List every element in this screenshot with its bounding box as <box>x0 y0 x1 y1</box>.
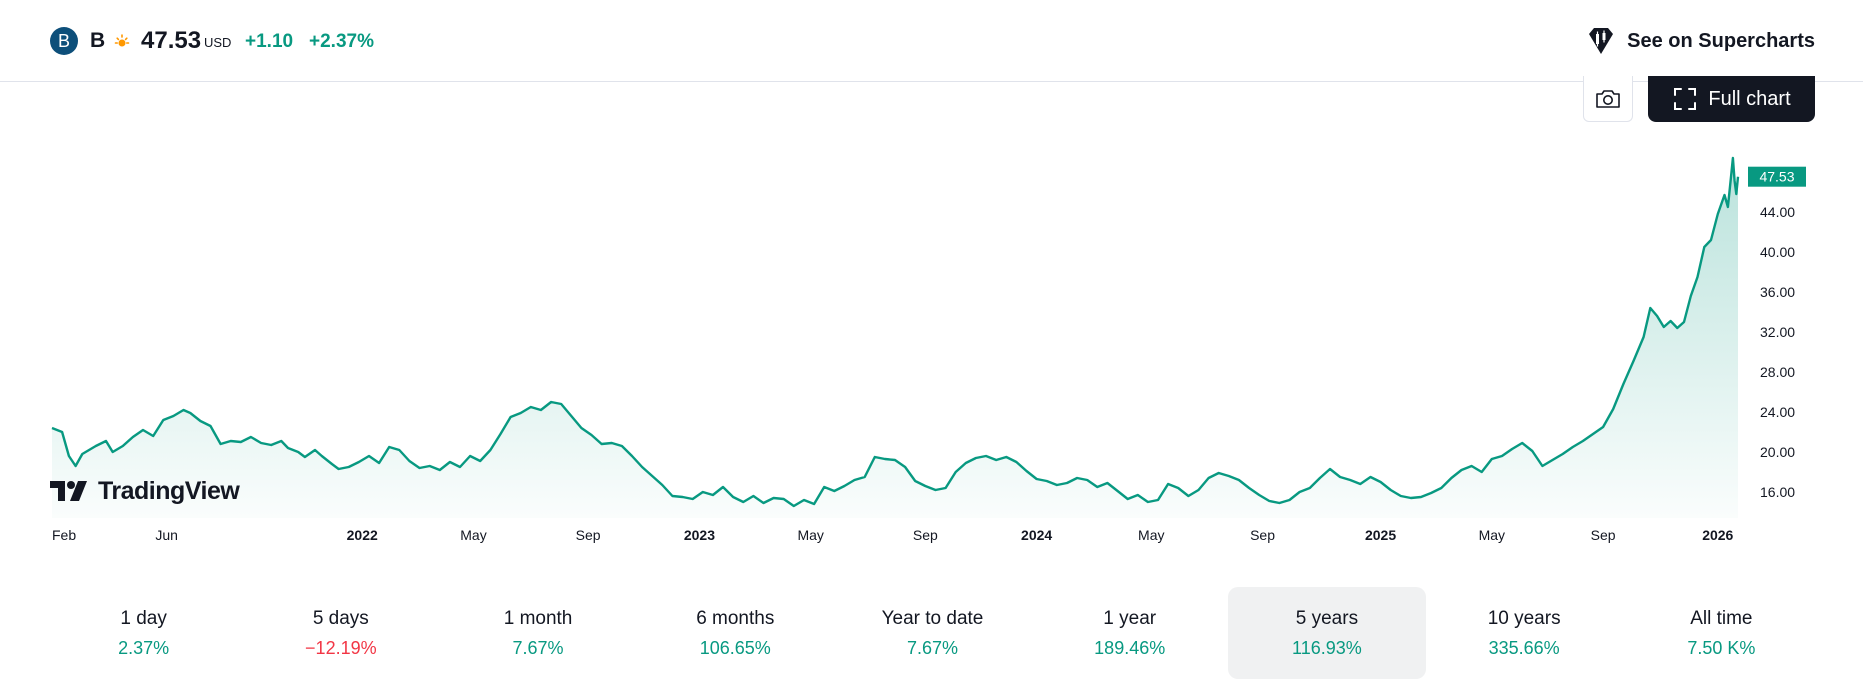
y-tick-label: 16.00 <box>1760 484 1795 500</box>
full-chart-button[interactable]: Full chart <box>1648 76 1815 122</box>
x-axis: Feb Jun 2022 May Sep 2023 May Sep 2024 May Sep 2025… <box>52 527 1734 543</box>
currency-label: USD <box>204 35 232 50</box>
symbol-name[interactable]: B <box>90 29 106 52</box>
period-return: 7.67% <box>906 638 958 658</box>
x-tick-label: 2026 <box>1702 527 1733 543</box>
period-tab[interactable]: 1 day 2.37% <box>45 587 242 679</box>
x-tick-label: May <box>1138 527 1164 543</box>
x-tick-label: 2025 <box>1365 527 1396 543</box>
period-tab[interactable]: All time 7.50 K% <box>1623 587 1820 679</box>
y-tick-label: 32.00 <box>1760 324 1795 340</box>
period-label: 1 month <box>503 608 573 629</box>
x-tick-label: Sep <box>1250 527 1275 543</box>
see-on-supercharts-link[interactable]: See on Supercharts <box>1585 24 1815 58</box>
period-return: 189.46% <box>1094 638 1166 658</box>
full-chart-label: Full chart <box>1708 88 1791 110</box>
y-axis: 16.00 20.00 24.00 28.00 32.00 36.00 40.00 44.00 <box>1760 204 1795 500</box>
x-tick-label: Sep <box>1591 527 1616 543</box>
x-tick-label: Jun <box>155 527 178 543</box>
period-label: 6 months <box>696 608 775 629</box>
last-price-box <box>1748 166 1806 187</box>
period-label: Year to date <box>881 608 984 629</box>
price-change-absolute: +1.10 <box>245 31 294 52</box>
tradingview-logo[interactable]: TradingView <box>50 474 240 508</box>
period-return: 335.66% <box>1488 638 1560 658</box>
camera-icon <box>1596 89 1620 108</box>
period-return: 2.37% <box>118 638 170 658</box>
x-tick-label: May <box>1479 527 1505 543</box>
symbol-header: B B 47.53 USD +1.10 +2.37% See on Superc… <box>0 0 1863 82</box>
period-tab[interactable]: 1 year 189.46% <box>1031 587 1228 679</box>
period-return: 7.67% <box>512 638 564 658</box>
pre-market-sun-icon <box>114 34 130 47</box>
period-return: −12.19% <box>305 638 377 658</box>
period-label: 1 day <box>120 608 167 629</box>
period-tab[interactable]: 5 days −12.19% <box>242 587 439 679</box>
tradingview-label: TradingView <box>98 477 240 505</box>
snapshot-button[interactable] <box>1583 76 1633 122</box>
y-tick-label: 36.00 <box>1760 284 1795 300</box>
x-tick-label: Sep <box>913 527 938 543</box>
y-tick-label: 40.00 <box>1760 244 1795 260</box>
period-tab[interactable]: Year to date 7.67% <box>834 587 1031 679</box>
price-area-fill <box>52 158 1738 518</box>
price-line <box>51 156 1740 508</box>
period-label: 5 days <box>312 608 369 629</box>
x-tick-label: May <box>797 527 823 543</box>
y-tick-label: 44.00 <box>1760 204 1795 220</box>
tradingview-logo-icon <box>50 481 87 501</box>
x-tick-label: 2022 <box>347 527 378 543</box>
y-tick-label: 20.00 <box>1760 444 1795 460</box>
last-price-label: 47.53 <box>1759 169 1794 185</box>
x-tick-label: 2024 <box>1021 527 1052 543</box>
y-tick-label: 28.00 <box>1760 364 1795 380</box>
supercharts-label: See on Supercharts <box>1627 30 1815 52</box>
y-tick-label: 24.00 <box>1760 404 1795 420</box>
last-price: 47.53 <box>141 27 202 54</box>
price-change-percent: +2.37% <box>309 31 374 52</box>
fullscreen-icon <box>1674 88 1697 110</box>
period-tab[interactable]: 1 month 7.67% <box>439 587 636 679</box>
period-tab[interactable]: 6 months 106.65% <box>637 587 834 679</box>
symbol-logo[interactable]: B <box>50 27 78 55</box>
x-tick-label: May <box>460 527 486 543</box>
supercharts-icon <box>1589 28 1614 54</box>
x-tick-label: Sep <box>576 527 601 543</box>
period-tab[interactable]: 10 years 335.66% <box>1426 587 1623 679</box>
period-label: All time <box>1690 608 1753 629</box>
period-return: 7.50 K% <box>1687 638 1756 658</box>
period-label: 10 years <box>1487 608 1561 629</box>
price-chart[interactable]: 16.00 20.00 24.00 28.00 32.00 36.00 40.00 44.00… <box>0 140 1863 550</box>
period-label: 1 year <box>1103 608 1157 629</box>
period-selector: 1 day 2.37% 5 days −12.19% 1 month 7.67% 6 mon… <box>45 587 1820 679</box>
last-price-marker: 47.53 <box>1748 166 1806 187</box>
period-label: 5 years <box>1295 608 1359 629</box>
period-return: 116.93% <box>1292 638 1362 658</box>
period-tab[interactable]: 5 years 116.93% <box>1228 587 1426 679</box>
x-tick-label: Feb <box>52 527 76 543</box>
x-tick-label: 2023 <box>684 527 715 543</box>
period-return: 106.65% <box>699 638 771 658</box>
